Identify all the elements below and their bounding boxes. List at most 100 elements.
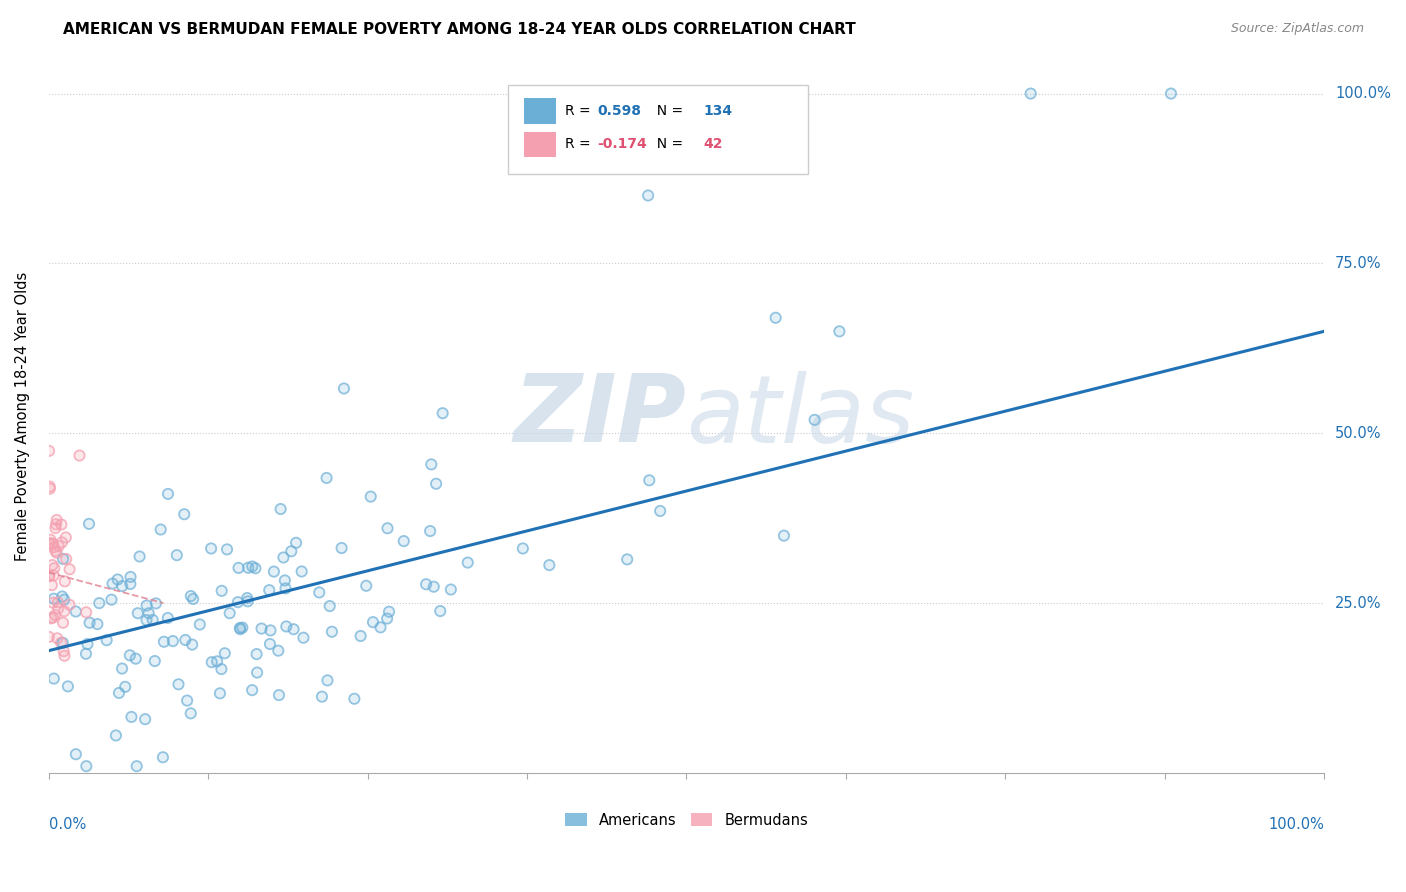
Point (200, 541, 222, 556)
Point (41, 537, 63, 551)
Point (55, 531, 77, 545)
Point (228, 561, 250, 575)
Point (354, 579, 377, 593)
Point (111, 579, 134, 593)
Point (276, 619, 298, 633)
Point (44, 561, 66, 575)
Point (419, 524, 441, 538)
Point (38, 480, 60, 494)
Point (828, 324, 851, 338)
Point (267, 643, 290, 657)
Point (55, 531, 77, 545)
Point (135, 599, 157, 613)
Point (370, 620, 392, 634)
Point (39, 611, 62, 625)
Point (125, 651, 148, 665)
Point (42, 596, 65, 610)
Point (53, 604, 76, 618)
Point (156, 487, 179, 501)
Point (280, 544, 302, 558)
Point (145, 596, 167, 610)
Point (283, 622, 305, 636)
Point (415, 577, 437, 591)
Point (135, 613, 157, 627)
Point (75, 759, 97, 773)
Point (76, 637, 98, 651)
Point (108, 686, 131, 700)
Point (53, 648, 76, 663)
Point (361, 615, 384, 629)
Point (291, 565, 314, 579)
Point (259, 583, 281, 598)
Point (104, 728, 127, 742)
Point (181, 638, 204, 652)
Point (45, 546, 67, 560)
Point (311, 690, 333, 704)
FancyBboxPatch shape (508, 85, 807, 174)
Point (270, 502, 292, 516)
Point (267, 688, 290, 702)
Point (39, 611, 62, 625)
Point (79, 615, 101, 630)
Point (107, 573, 129, 587)
Point (378, 605, 401, 619)
Point (53, 592, 76, 607)
Point (343, 691, 366, 706)
Point (42, 591, 65, 606)
Point (134, 712, 156, 726)
Point (52, 636, 75, 650)
Point (274, 574, 297, 588)
Point (392, 534, 415, 549)
Point (267, 643, 290, 657)
Point (291, 565, 314, 579)
Point (263, 565, 285, 579)
Point (311, 690, 333, 704)
Point (118, 648, 141, 663)
Point (180, 589, 202, 603)
Point (773, 529, 796, 543)
Point (41, 536, 63, 550)
Point (101, 576, 124, 591)
Point (51, 535, 73, 549)
Point (215, 542, 238, 557)
Point (218, 606, 240, 620)
Point (104, 728, 127, 742)
Point (180, 706, 202, 721)
Point (319, 599, 342, 613)
Text: AMERICAN VS BERMUDAN FEMALE POVERTY AMONG 18-24 YEAR OLDS CORRELATION CHART: AMERICAN VS BERMUDAN FEMALE POVERTY AMON… (63, 22, 856, 37)
Point (39, 533, 62, 547)
Point (259, 637, 281, 651)
Point (173, 507, 195, 521)
Point (42, 610, 65, 624)
Point (38, 480, 60, 494)
Point (415, 577, 437, 591)
Y-axis label: Female Poverty Among 18-24 Year Olds: Female Poverty Among 18-24 Year Olds (15, 272, 30, 561)
Point (828, 324, 851, 338)
Point (419, 524, 441, 538)
Text: 75.0%: 75.0% (1336, 256, 1382, 271)
Point (49, 636, 72, 650)
Point (333, 382, 356, 396)
Point (276, 619, 298, 633)
Point (166, 548, 188, 562)
Point (274, 582, 297, 596)
Point (211, 583, 233, 598)
Point (650, 504, 672, 518)
Point (457, 556, 479, 570)
Point (42, 568, 65, 582)
Point (38, 630, 60, 644)
Point (153, 634, 176, 648)
Point (765, 310, 787, 325)
Point (229, 621, 252, 635)
Point (316, 673, 339, 688)
Point (250, 622, 273, 636)
Point (111, 579, 134, 593)
Point (181, 638, 204, 652)
Point (201, 655, 224, 669)
Point (174, 632, 197, 647)
Point (52, 552, 75, 566)
Point (263, 565, 285, 579)
Point (270, 502, 292, 516)
Point (173, 507, 195, 521)
Point (215, 542, 238, 557)
